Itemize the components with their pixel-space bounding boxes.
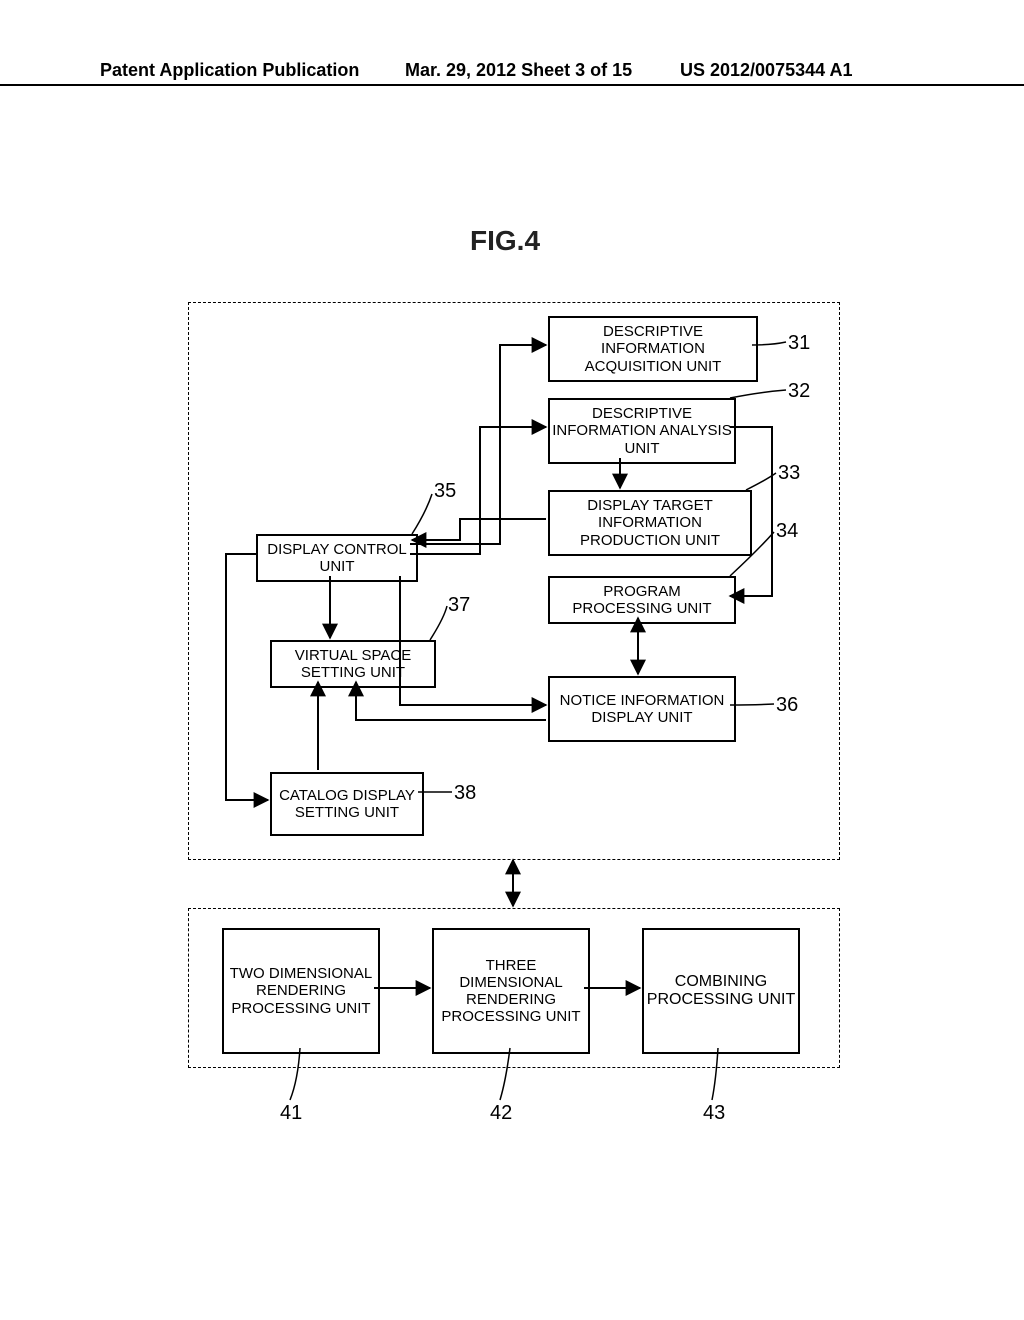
node-31: DESCRIPTIVE INFORMATION ACQUISITION UNIT xyxy=(548,316,758,382)
node-35: DISPLAY CONTROL UNIT xyxy=(256,534,418,582)
ref-35: 35 xyxy=(434,480,456,503)
ref-31: 31 xyxy=(788,332,810,355)
node-36-label: NOTICE INFORMATION DISPLAY UNIT xyxy=(552,692,732,727)
node-43-label: COMBINING PROCESSING UNIT xyxy=(646,973,796,1010)
ref-33: 33 xyxy=(778,462,800,485)
ref-34: 34 xyxy=(776,520,798,543)
header-right: US 2012/0075344 A1 xyxy=(680,60,852,81)
node-37: VIRTUAL SPACE SETTING UNIT xyxy=(270,640,436,688)
node-36: NOTICE INFORMATION DISPLAY UNIT xyxy=(548,676,736,742)
node-42-label: THREE DIMENSIONAL RENDERING PROCESSING U… xyxy=(436,957,586,1026)
page-root: Patent Application Publication Mar. 29, … xyxy=(0,0,1024,1320)
node-32: DESCRIPTIVE INFORMATION ANALYSIS UNIT xyxy=(548,398,736,464)
node-32-label: DESCRIPTIVE INFORMATION ANALYSIS UNIT xyxy=(552,405,732,457)
figure-title: FIG.4 xyxy=(470,225,540,257)
ref-42: 42 xyxy=(490,1102,512,1125)
header-rule xyxy=(0,84,1024,86)
ref-41: 41 xyxy=(280,1102,302,1125)
node-43: COMBINING PROCESSING UNIT xyxy=(642,928,800,1054)
node-31-label: DESCRIPTIVE INFORMATION ACQUISITION UNIT xyxy=(552,323,754,375)
node-37-label: VIRTUAL SPACE SETTING UNIT xyxy=(274,647,432,682)
node-35-label: DISPLAY CONTROL UNIT xyxy=(260,541,414,576)
node-34: PROGRAM PROCESSING UNIT xyxy=(548,576,736,624)
ref-43: 43 xyxy=(703,1102,725,1125)
node-41: TWO DIMENSIONAL RENDERING PROCESSING UNI… xyxy=(222,928,380,1054)
node-33-label: DISPLAY TARGET INFORMATION PRODUCTION UN… xyxy=(552,497,748,549)
ref-32: 32 xyxy=(788,380,810,403)
node-42: THREE DIMENSIONAL RENDERING PROCESSING U… xyxy=(432,928,590,1054)
ref-37: 37 xyxy=(448,594,470,617)
node-33: DISPLAY TARGET INFORMATION PRODUCTION UN… xyxy=(548,490,752,556)
ref-36: 36 xyxy=(776,694,798,717)
ref-38: 38 xyxy=(454,782,476,805)
node-34-label: PROGRAM PROCESSING UNIT xyxy=(552,583,732,618)
node-41-label: TWO DIMENSIONAL RENDERING PROCESSING UNI… xyxy=(226,965,376,1017)
node-38: CATALOG DISPLAY SETTING UNIT xyxy=(270,772,424,836)
header-left: Patent Application Publication xyxy=(100,60,359,81)
header-center: Mar. 29, 2012 Sheet 3 of 15 xyxy=(405,60,632,81)
node-38-label: CATALOG DISPLAY SETTING UNIT xyxy=(274,787,420,822)
